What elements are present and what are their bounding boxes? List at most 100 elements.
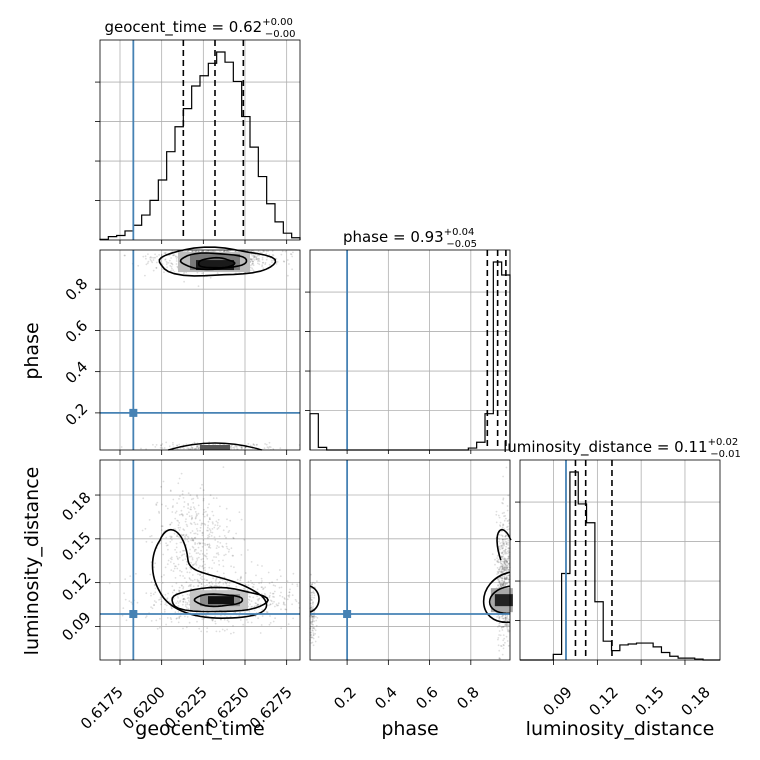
sample-point: [199, 553, 201, 555]
sample-point: [153, 566, 155, 569]
sample-point: [499, 561, 501, 564]
sample-point: [226, 547, 229, 550]
sample-point: [502, 538, 504, 541]
sample-point: [180, 472, 183, 475]
sample-point: [159, 598, 162, 601]
sample-point: [501, 626, 504, 628]
sample-point: [123, 254, 126, 257]
sample-point: [160, 525, 163, 528]
sample-point: [504, 535, 507, 538]
sample-point: [185, 533, 188, 536]
sample-point: [240, 446, 243, 449]
sample-point: [173, 562, 175, 565]
sample-point: [187, 537, 190, 539]
sample-point: [175, 565, 177, 568]
sample-point: [209, 276, 212, 279]
sample-point: [282, 260, 285, 263]
sample-point: [194, 511, 197, 513]
sample-point: [235, 445, 238, 448]
title-phase: phase = 0.93+0.04 −0.05: [343, 227, 477, 250]
sample-point: [171, 511, 174, 513]
sample-point: [178, 616, 181, 619]
sample-point: [264, 263, 267, 265]
sample-point: [316, 617, 319, 619]
sample-point: [208, 503, 210, 505]
sample-point: [140, 447, 142, 450]
hist-phase-panel: [305, 249, 511, 451]
sample-point: [267, 571, 270, 574]
sample-point: [503, 559, 506, 562]
sample-point: [211, 528, 214, 530]
sample-point: [204, 523, 207, 526]
sample-point: [191, 517, 193, 520]
sample-point: [188, 556, 191, 558]
sample-point: [503, 568, 506, 570]
sample-point: [507, 549, 510, 552]
sample-point: [256, 258, 258, 261]
sample-point: [498, 540, 500, 543]
sample-point: [236, 448, 238, 450]
sample-point: [124, 598, 127, 601]
sample-point: [205, 614, 208, 617]
sample-point: [168, 445, 171, 448]
sample-point: [311, 629, 314, 632]
sample-point: [505, 560, 508, 562]
sample-point: [201, 575, 204, 578]
sample-point: [154, 253, 157, 256]
sample-point: [178, 590, 181, 593]
sample-point: [155, 444, 158, 446]
sample-point: [501, 545, 503, 547]
sample-point: [266, 446, 269, 449]
sample-point: [207, 546, 210, 549]
sample-point: [166, 507, 169, 510]
sample-point: [505, 616, 507, 619]
sample-point: [311, 596, 313, 599]
sample-point: [182, 528, 185, 531]
sample-point: [195, 515, 198, 518]
sample-point: [208, 566, 211, 569]
sample-point: [226, 518, 228, 521]
sample-point: [500, 615, 503, 618]
sample-point: [263, 593, 266, 595]
sample-point: [178, 590, 181, 592]
sample-point: [228, 584, 231, 587]
sample-point: [504, 563, 506, 565]
sample-point: [191, 446, 194, 449]
geocent-time-vs-phase-background: [100, 250, 300, 450]
sample-point: [497, 638, 499, 641]
sample-point: [185, 603, 187, 606]
sample-point: [498, 616, 500, 619]
sample-point: [317, 636, 320, 638]
sample-point: [191, 579, 194, 582]
sample-point: [182, 514, 184, 517]
x-tick-label-luminosity-distance: 0.09: [539, 683, 575, 719]
sample-point: [497, 578, 499, 581]
sample-point: [176, 535, 179, 537]
sample-point: [202, 560, 205, 563]
sample-point: [268, 263, 271, 266]
sample-point: [176, 600, 179, 603]
sample-point: [252, 262, 254, 265]
sample-point: [312, 616, 315, 618]
sample-point: [313, 615, 316, 618]
sample-point: [147, 260, 150, 263]
sample-point: [499, 525, 502, 528]
sample-point: [170, 556, 173, 559]
sample-point: [503, 551, 506, 554]
sample-point: [503, 577, 506, 580]
sample-point: [181, 553, 184, 556]
sample-point: [206, 630, 208, 633]
sample-point: [186, 447, 189, 450]
sample-point: [195, 513, 198, 515]
sample-point: [265, 252, 268, 255]
sample-point: [209, 250, 212, 252]
sample-point: [506, 558, 508, 561]
sample-point: [200, 630, 203, 633]
sample-point: [498, 581, 501, 584]
sample-point: [179, 526, 182, 529]
sample-point: [172, 269, 175, 272]
sample-point: [165, 263, 168, 266]
sample-point: [145, 257, 147, 260]
sample-point: [311, 608, 313, 611]
sample-point: [250, 621, 253, 624]
